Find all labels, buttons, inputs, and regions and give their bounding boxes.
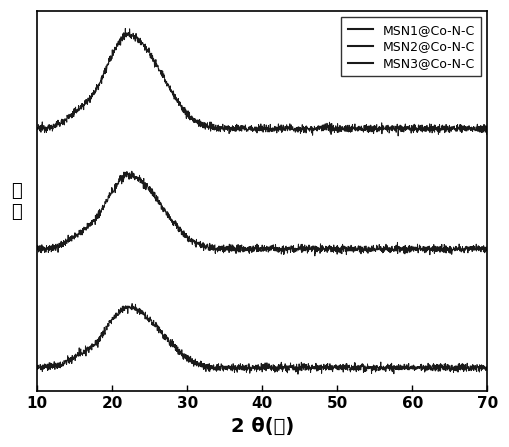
- Legend: MSN1@Co-N-C, MSN2@Co-N-C, MSN3@Co-N-C: MSN1@Co-N-C, MSN2@Co-N-C, MSN3@Co-N-C: [341, 17, 481, 76]
- MSN2@Co-N-C: [472, 244, 478, 249]
- MSN2@Co-N-C: [34, 247, 40, 253]
- MSN1@Co-N-C: [471, 125, 477, 131]
- MSN3@Co-N-C: [57, 365, 63, 371]
- MSN2@Co-N-C: [312, 253, 318, 258]
- MSN3@Co-N-C: [34, 363, 40, 368]
- MSN3@Co-N-C: [241, 366, 247, 371]
- Line: MSN3@Co-N-C: MSN3@Co-N-C: [37, 304, 487, 374]
- MSN3@Co-N-C: [472, 365, 478, 371]
- MSN2@Co-N-C: [253, 245, 260, 250]
- X-axis label: 2 θ(度): 2 θ(度): [231, 417, 294, 436]
- MSN1@Co-N-C: [34, 126, 40, 131]
- MSN3@Co-N-C: [389, 367, 395, 373]
- MSN1@Co-N-C: [253, 124, 260, 130]
- MSN3@Co-N-C: [471, 363, 477, 368]
- MSN2@Co-N-C: [389, 244, 395, 249]
- MSN3@Co-N-C: [129, 301, 135, 306]
- MSN2@Co-N-C: [129, 169, 135, 174]
- MSN1@Co-N-C: [122, 26, 128, 31]
- MSN3@Co-N-C: [295, 371, 301, 377]
- Y-axis label: 强
度: 强 度: [11, 182, 22, 221]
- MSN2@Co-N-C: [471, 245, 477, 251]
- MSN3@Co-N-C: [253, 365, 260, 371]
- MSN1@Co-N-C: [389, 123, 395, 129]
- Line: MSN1@Co-N-C: MSN1@Co-N-C: [37, 29, 487, 136]
- MSN1@Co-N-C: [57, 121, 63, 126]
- Line: MSN2@Co-N-C: MSN2@Co-N-C: [37, 171, 487, 256]
- MSN1@Co-N-C: [484, 122, 490, 127]
- MSN1@Co-N-C: [241, 127, 247, 132]
- MSN3@Co-N-C: [484, 365, 490, 370]
- MSN1@Co-N-C: [472, 127, 478, 132]
- MSN2@Co-N-C: [484, 245, 490, 250]
- MSN2@Co-N-C: [241, 249, 247, 254]
- MSN2@Co-N-C: [57, 241, 63, 246]
- MSN1@Co-N-C: [395, 133, 401, 139]
